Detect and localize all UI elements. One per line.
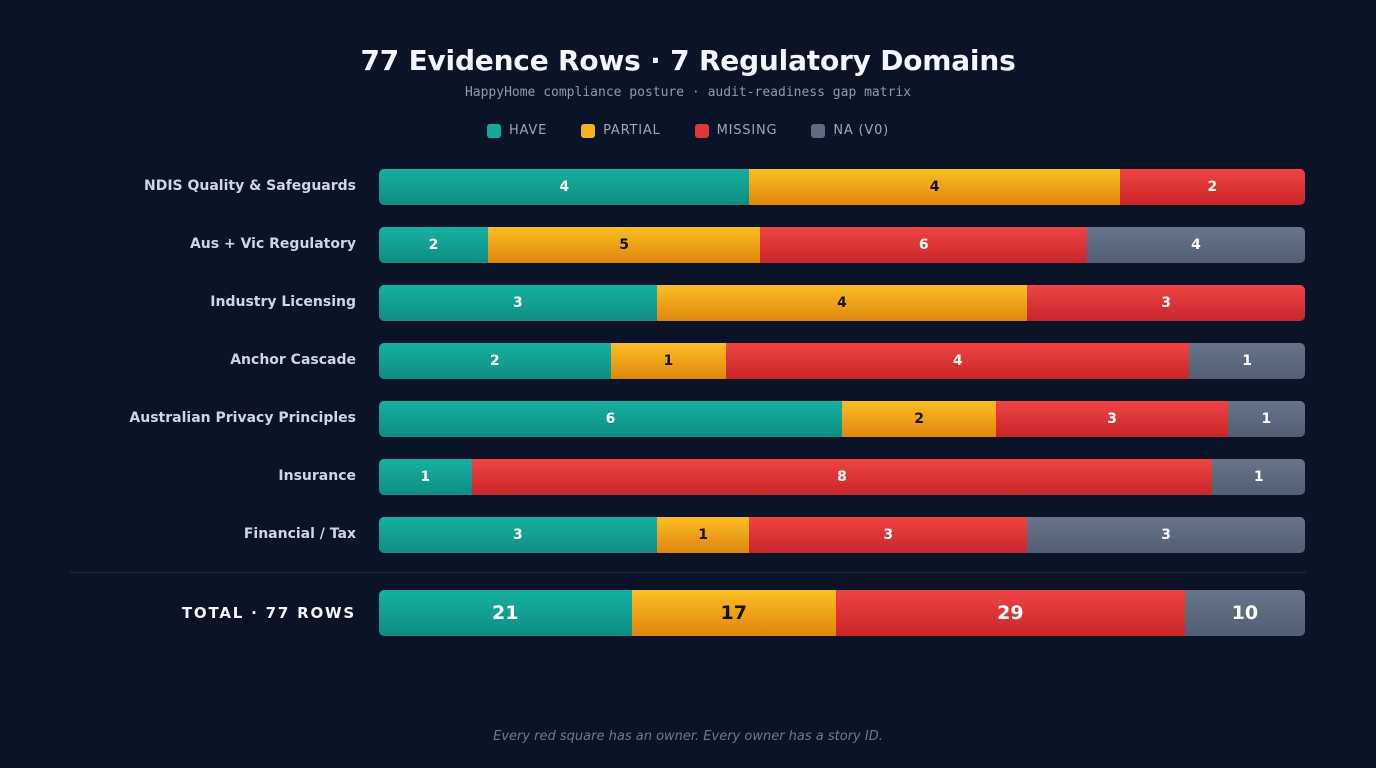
chart-subtitle: HappyHome compliance posture · audit-rea… bbox=[464, 85, 912, 100]
bar-ndis-quality-safeguards-segment-missing: 2 bbox=[1119, 169, 1305, 205]
bar-aus-vic-regulatory-segment-partial: 5 bbox=[487, 227, 761, 263]
bar-industry-licensing-segment-have: 3 bbox=[379, 285, 657, 321]
legend-label-have: HAVE bbox=[508, 123, 548, 138]
row-label-financial-tax: Financial / Tax bbox=[243, 526, 356, 542]
row-label-australian-privacy-principles: Australian Privacy Principles bbox=[129, 410, 356, 426]
chart-legend: HAVE PARTIAL MISSING NA (V0) bbox=[0, 123, 1376, 138]
row-label-aus-vic-regulatory: Aus + Vic Regulatory bbox=[189, 236, 356, 252]
bar-financial-tax-segment-na: 3 bbox=[1027, 517, 1305, 553]
legend-item-missing: MISSING bbox=[694, 123, 778, 138]
total-segment-missing: 29 bbox=[835, 590, 1185, 636]
bar-industry-licensing-segment-missing: 3 bbox=[1027, 285, 1305, 321]
bar-australian-privacy-principles-segment-na: 1 bbox=[1227, 401, 1305, 437]
bar-anchor-cascade-segment-na: 1 bbox=[1189, 343, 1305, 379]
bar-insurance-segment-have: 1 bbox=[379, 459, 472, 495]
legend-swatch-partial bbox=[581, 123, 596, 138]
row-label-insurance: Insurance bbox=[278, 468, 356, 484]
legend-label-na: NA (V0) bbox=[833, 123, 890, 138]
row-label-ndis-quality-safeguards: NDIS Quality & Safeguards bbox=[143, 178, 356, 194]
bar-australian-privacy-principles-segment-missing: 3 bbox=[996, 401, 1228, 437]
bar-australian-privacy-principles-segment-have: 6 bbox=[379, 401, 842, 437]
bar-financial-tax-segment-partial: 1 bbox=[656, 517, 750, 553]
total-segment-na: 10 bbox=[1184, 590, 1305, 636]
bar-industry-licensing-segment-partial: 4 bbox=[656, 285, 1028, 321]
legend-swatch-na bbox=[811, 123, 826, 138]
legend-label-partial: PARTIAL bbox=[603, 123, 661, 138]
legend-item-partial: PARTIAL bbox=[581, 123, 661, 138]
row-label-industry-licensing: Industry Licensing bbox=[210, 294, 356, 310]
legend-swatch-have bbox=[486, 123, 501, 138]
bar-insurance-segment-na: 1 bbox=[1212, 459, 1305, 495]
bar-insurance-segment-missing: 8 bbox=[471, 459, 1213, 495]
row-label-anchor-cascade: Anchor Cascade bbox=[230, 352, 356, 368]
bar-financial-tax-segment-have: 3 bbox=[379, 517, 657, 553]
legend-item-have: HAVE bbox=[486, 123, 548, 138]
total-segment-have: 21 bbox=[379, 590, 632, 636]
bar-aus-vic-regulatory-segment-have: 2 bbox=[379, 227, 488, 263]
legend-label-missing: MISSING bbox=[716, 123, 778, 138]
bar-financial-tax-segment-missing: 3 bbox=[749, 517, 1028, 553]
footer-note: Every red square has an owner. Every own… bbox=[493, 729, 883, 744]
legend-swatch-missing bbox=[694, 123, 709, 138]
bar-aus-vic-regulatory-segment-na: 4 bbox=[1087, 227, 1305, 263]
legend-item-na: NA (V0) bbox=[811, 123, 889, 138]
total-label: TOTAL · 77 ROWS bbox=[181, 604, 356, 622]
bar-ndis-quality-safeguards-segment-partial: 4 bbox=[749, 169, 1120, 205]
bar-australian-privacy-principles-segment-partial: 2 bbox=[842, 401, 997, 437]
bar-anchor-cascade-segment-partial: 1 bbox=[610, 343, 727, 379]
total-divider bbox=[70, 572, 1306, 573]
bar-anchor-cascade-segment-have: 2 bbox=[379, 343, 611, 379]
bar-aus-vic-regulatory-segment-missing: 6 bbox=[760, 227, 1088, 263]
total-segment-partial: 17 bbox=[631, 590, 836, 636]
total-bar: 21 17 29 10 bbox=[379, 590, 1305, 636]
chart-title: 77 Evidence Rows · 7 Regulatory Domains bbox=[360, 44, 1016, 77]
bar-anchor-cascade-segment-missing: 4 bbox=[726, 343, 1190, 379]
bar-ndis-quality-safeguards-segment-have: 4 bbox=[379, 169, 750, 205]
